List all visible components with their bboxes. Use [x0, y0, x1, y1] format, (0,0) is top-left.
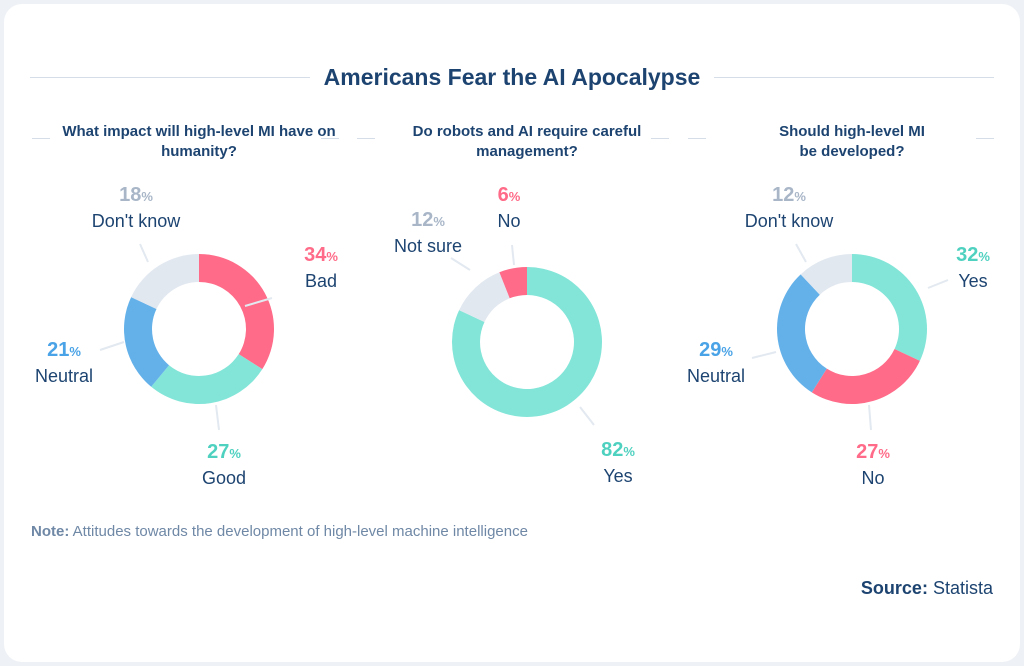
value-number: 12: [411, 209, 434, 231]
value-number: 21: [47, 339, 70, 361]
leader-line: [511, 244, 515, 266]
percent-sign: %: [794, 189, 806, 204]
note-label: Note:: [31, 523, 70, 540]
donut-segment-don-t-know: [800, 254, 852, 295]
note-text: Attitudes towards the development of hig…: [72, 523, 528, 540]
value-number: 27: [856, 441, 879, 463]
value-number: 29: [699, 339, 722, 361]
source-text: Statista: [932, 578, 993, 598]
divider: [651, 138, 669, 139]
value-number: 27: [207, 441, 230, 463]
data-label: 29% Neutral: [646, 338, 786, 388]
category-name: Bad: [304, 271, 338, 291]
data-label: 12% Not sure: [358, 208, 498, 258]
infographic-card: [4, 4, 1020, 662]
data-label: 34% Bad: [251, 243, 391, 293]
source-label: Source:: [860, 578, 928, 598]
category-name: No: [497, 211, 521, 231]
chart-title: Americans Fear the AI Apocalypse: [0, 64, 1024, 91]
percent-value: 12%: [772, 184, 806, 206]
donut-segment-yes: [452, 267, 602, 417]
donut-segment-neutral: [123, 297, 170, 387]
leader-line: [450, 257, 471, 271]
donut-segment-no: [811, 349, 920, 404]
donut-segment-neutral: [777, 274, 827, 393]
percent-sign: %: [433, 214, 445, 229]
leader-line: [244, 297, 273, 307]
question-3: Should high-level MI be developed?: [779, 123, 925, 160]
category-name: Neutral: [34, 366, 94, 386]
data-label: 12% Don't know: [719, 183, 859, 233]
percent-sign: %: [623, 444, 635, 459]
donut-segment-not-sure: [459, 272, 510, 322]
percent-sign: %: [721, 344, 733, 359]
percent-sign: %: [229, 446, 241, 461]
leader-line: [579, 406, 595, 426]
leader-line: [927, 279, 949, 289]
divider: [321, 138, 339, 139]
value-number: 82: [601, 439, 624, 461]
data-label: 6% No: [439, 183, 579, 233]
leader-line: [868, 404, 872, 431]
percent-value: 27%: [856, 441, 890, 463]
leader-line: [215, 404, 220, 431]
percent-value: 27%: [207, 441, 241, 463]
donut-segment-bad: [199, 254, 274, 370]
value-number: 12: [772, 184, 795, 206]
title-text: Americans Fear the AI Apocalypse: [309, 64, 715, 90]
leader-line: [99, 341, 125, 351]
percent-sign: %: [69, 344, 81, 359]
leader-line: [139, 243, 149, 263]
data-label: 18% Don't know: [66, 183, 206, 233]
percent-value: 34%: [304, 244, 338, 266]
percent-sign: %: [978, 249, 990, 264]
percent-value: 12%: [411, 209, 445, 231]
percent-sign: %: [326, 249, 338, 264]
category-name: Don't know: [744, 211, 834, 231]
percent-sign: %: [141, 189, 153, 204]
value-number: 18: [119, 184, 142, 206]
source: Source: Statista: [861, 578, 993, 599]
note: Note: Attitudes towards the development …: [31, 523, 528, 540]
data-label: 27% Good: [154, 440, 294, 490]
donut-segment-good: [151, 354, 263, 404]
percent-value: 6%: [498, 184, 521, 206]
donut-segment-no: [499, 267, 527, 299]
divider: [976, 138, 994, 139]
category-name: Good: [201, 468, 247, 488]
leader-line: [751, 351, 777, 359]
divider: [688, 138, 706, 139]
divider: [357, 138, 375, 139]
data-label: 27% No: [803, 440, 943, 490]
category-name: Yes: [603, 466, 633, 486]
category-name: Not sure: [393, 236, 463, 256]
category-name: Yes: [958, 271, 988, 291]
leader-line: [795, 243, 807, 263]
category-name: Neutral: [686, 366, 746, 386]
percent-value: 29%: [699, 339, 733, 361]
percent-value: 21%: [47, 339, 81, 361]
value-number: 34: [304, 244, 327, 266]
value-number: 6: [497, 184, 509, 206]
value-number: 32: [956, 244, 979, 266]
donut-segment-don-t-know: [131, 254, 199, 309]
data-label: 21% Neutral: [0, 338, 134, 388]
category-name: No: [861, 468, 885, 488]
category-name: Don't know: [91, 211, 181, 231]
divider: [32, 138, 50, 139]
percent-sign: %: [508, 189, 521, 204]
data-label: 82% Yes: [548, 438, 688, 488]
percent-sign: %: [878, 446, 890, 461]
data-label: 32% Yes: [903, 243, 1024, 293]
donut-segment-yes: [852, 254, 928, 361]
percent-value: 18%: [119, 184, 153, 206]
percent-value: 32%: [956, 244, 990, 266]
question-1: What impact will high-level MI have on h…: [62, 123, 336, 160]
percent-value: 82%: [601, 439, 635, 461]
question-2: Do robots and AI require careful managem…: [412, 123, 642, 160]
